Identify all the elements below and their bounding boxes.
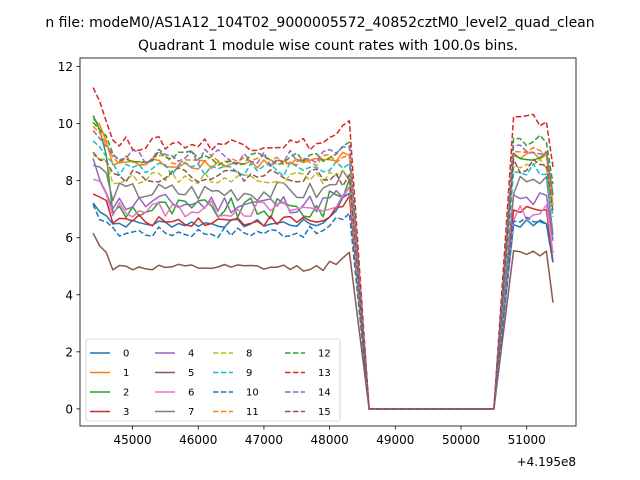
y-tick-label: 4 — [65, 288, 73, 302]
legend-label-11: 11 — [246, 407, 259, 418]
legend-label-15: 15 — [318, 407, 331, 418]
legend-label-9: 9 — [246, 368, 252, 379]
legend-label-12: 12 — [318, 349, 331, 360]
series-line-9 — [92, 140, 554, 410]
y-axis: 0 2 4 6 8 10 12 — [58, 60, 80, 416]
x-tick-label: 50000 — [442, 433, 480, 447]
legend-label-14: 14 — [318, 388, 331, 399]
legend-label-0: 0 — [123, 349, 129, 360]
legend-label-13: 13 — [318, 368, 331, 379]
y-tick-label: 12 — [58, 60, 73, 74]
series-layer — [92, 87, 554, 410]
series-line-13 — [92, 87, 554, 410]
x-axis: 45000 46000 47000 48000 49000 50000 51000 — [113, 426, 546, 447]
legend-label-6: 6 — [188, 388, 194, 399]
x-tick-label: 51000 — [508, 433, 546, 447]
legend-label-5: 5 — [188, 368, 194, 379]
legend-label-7: 7 — [188, 407, 194, 418]
series-line-15 — [92, 151, 554, 410]
x-tick-label: 45000 — [113, 433, 151, 447]
legend-label-8: 8 — [246, 349, 252, 360]
y-tick-label: 10 — [58, 117, 73, 131]
legend-label-1: 1 — [123, 368, 129, 379]
y-tick-label: 6 — [65, 231, 73, 245]
legend-label-2: 2 — [123, 388, 129, 399]
y-tick-label: 0 — [65, 402, 73, 416]
series-line-8 — [92, 154, 554, 410]
legend-box — [85, 338, 341, 422]
x-tick-label: 46000 — [179, 433, 217, 447]
x-offset-label: +4.195e8 — [517, 455, 576, 469]
plot-frame — [79, 57, 577, 427]
y-tick-label: 8 — [65, 174, 73, 188]
x-tick-label: 49000 — [376, 433, 414, 447]
x-tick-label: 48000 — [311, 433, 349, 447]
legend-label-3: 3 — [123, 407, 129, 418]
chart-title: Quadrant 1 module wise count rates with … — [138, 38, 518, 54]
figure-suptitle: n file: modeM0/AS1A12_104T02_9000005572_… — [45, 15, 594, 31]
legend-label-4: 4 — [188, 349, 194, 360]
legend-label-10: 10 — [246, 388, 259, 399]
y-tick-label: 2 — [65, 345, 73, 359]
x-tick-label: 47000 — [245, 433, 283, 447]
